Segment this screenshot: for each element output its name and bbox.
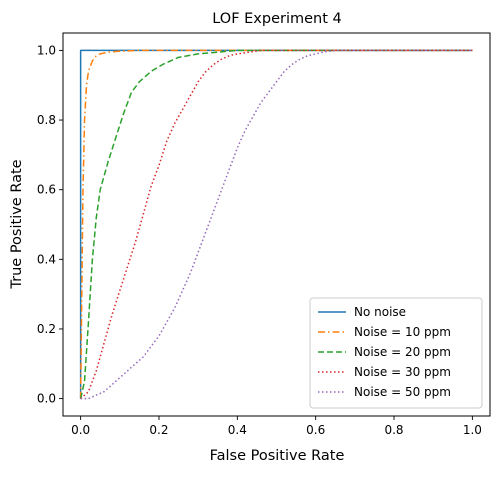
x-tick-label: 0.0: [71, 423, 90, 437]
x-axis-title: False Positive Rate: [210, 448, 345, 464]
x-tick-label: 0.8: [384, 423, 403, 437]
series-line-3: [79, 49, 473, 399]
y-tick-label: 1.0: [37, 43, 56, 57]
x-tick-label: 0.4: [228, 423, 247, 437]
y-tick-label: 0.0: [37, 392, 56, 406]
y-axis-title: True Positive Rate: [9, 159, 25, 289]
plot-frame: [62, 32, 491, 417]
legend-label: Noise = 10 ppm: [354, 325, 451, 339]
axis-ticks: 0.0 0.2 0.4 0.6 0.8 1.0 0.0 0.2 0.4 0.6 0.8 1.0: [37, 43, 482, 437]
plot-area: [79, 49, 473, 400]
legend-label: Noise = 50 ppm: [354, 385, 451, 399]
y-tick-label: 0.8: [37, 113, 56, 127]
series-line-4: [80, 49, 473, 400]
legend-label: Noise = 20 ppm: [354, 345, 451, 359]
x-tick-label: 0.2: [149, 423, 168, 437]
legend: No noise Noise = 10 ppm Noise = 20 ppm Nois…: [309, 297, 483, 409]
series-line-2: [79, 49, 473, 399]
y-tick-label: 0.2: [37, 322, 56, 336]
y-tick-label: 0.4: [37, 252, 56, 266]
legend-label: Noise = 30 ppm: [354, 365, 451, 379]
x-tick-label: 1.0: [463, 423, 482, 437]
chart-title: LOF Experiment 4: [212, 11, 342, 27]
x-tick-label: 0.6: [306, 423, 325, 437]
y-tick-label: 0.6: [37, 183, 56, 197]
legend-label: No noise: [354, 305, 406, 319]
series-line-5: [80, 49, 473, 400]
legend-box: [309, 297, 483, 409]
